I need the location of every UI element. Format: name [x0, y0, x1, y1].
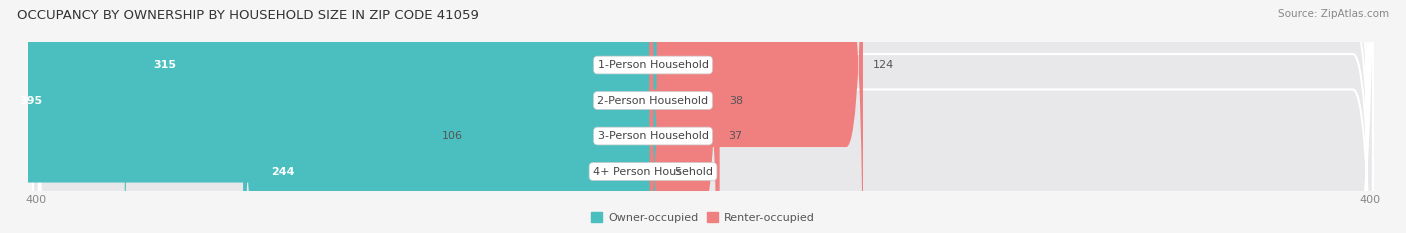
FancyBboxPatch shape [650, 0, 718, 233]
Text: 315: 315 [153, 60, 176, 70]
Text: 3-Person Household: 3-Person Household [598, 131, 709, 141]
FancyBboxPatch shape [650, 0, 863, 233]
FancyBboxPatch shape [472, 0, 657, 233]
FancyBboxPatch shape [34, 0, 1372, 233]
Text: 106: 106 [441, 131, 463, 141]
Text: 1-Person Household: 1-Person Household [598, 60, 709, 70]
FancyBboxPatch shape [34, 0, 1372, 233]
Legend: Owner-occupied, Renter-occupied: Owner-occupied, Renter-occupied [586, 208, 820, 227]
FancyBboxPatch shape [34, 0, 1372, 233]
FancyBboxPatch shape [125, 0, 657, 233]
FancyBboxPatch shape [648, 0, 666, 233]
FancyBboxPatch shape [0, 0, 657, 233]
FancyBboxPatch shape [243, 0, 657, 233]
Text: OCCUPANCY BY OWNERSHIP BY HOUSEHOLD SIZE IN ZIP CODE 41059: OCCUPANCY BY OWNERSHIP BY HOUSEHOLD SIZE… [17, 9, 479, 22]
FancyBboxPatch shape [34, 0, 1372, 233]
Text: Source: ZipAtlas.com: Source: ZipAtlas.com [1278, 9, 1389, 19]
Text: 5: 5 [675, 167, 682, 177]
Text: 4+ Person Household: 4+ Person Household [593, 167, 713, 177]
Text: 124: 124 [873, 60, 894, 70]
Text: 2-Person Household: 2-Person Household [598, 96, 709, 106]
Text: 395: 395 [20, 96, 44, 106]
Text: 244: 244 [271, 167, 295, 177]
Text: 37: 37 [728, 131, 742, 141]
FancyBboxPatch shape [650, 0, 720, 233]
Text: 38: 38 [730, 96, 744, 106]
